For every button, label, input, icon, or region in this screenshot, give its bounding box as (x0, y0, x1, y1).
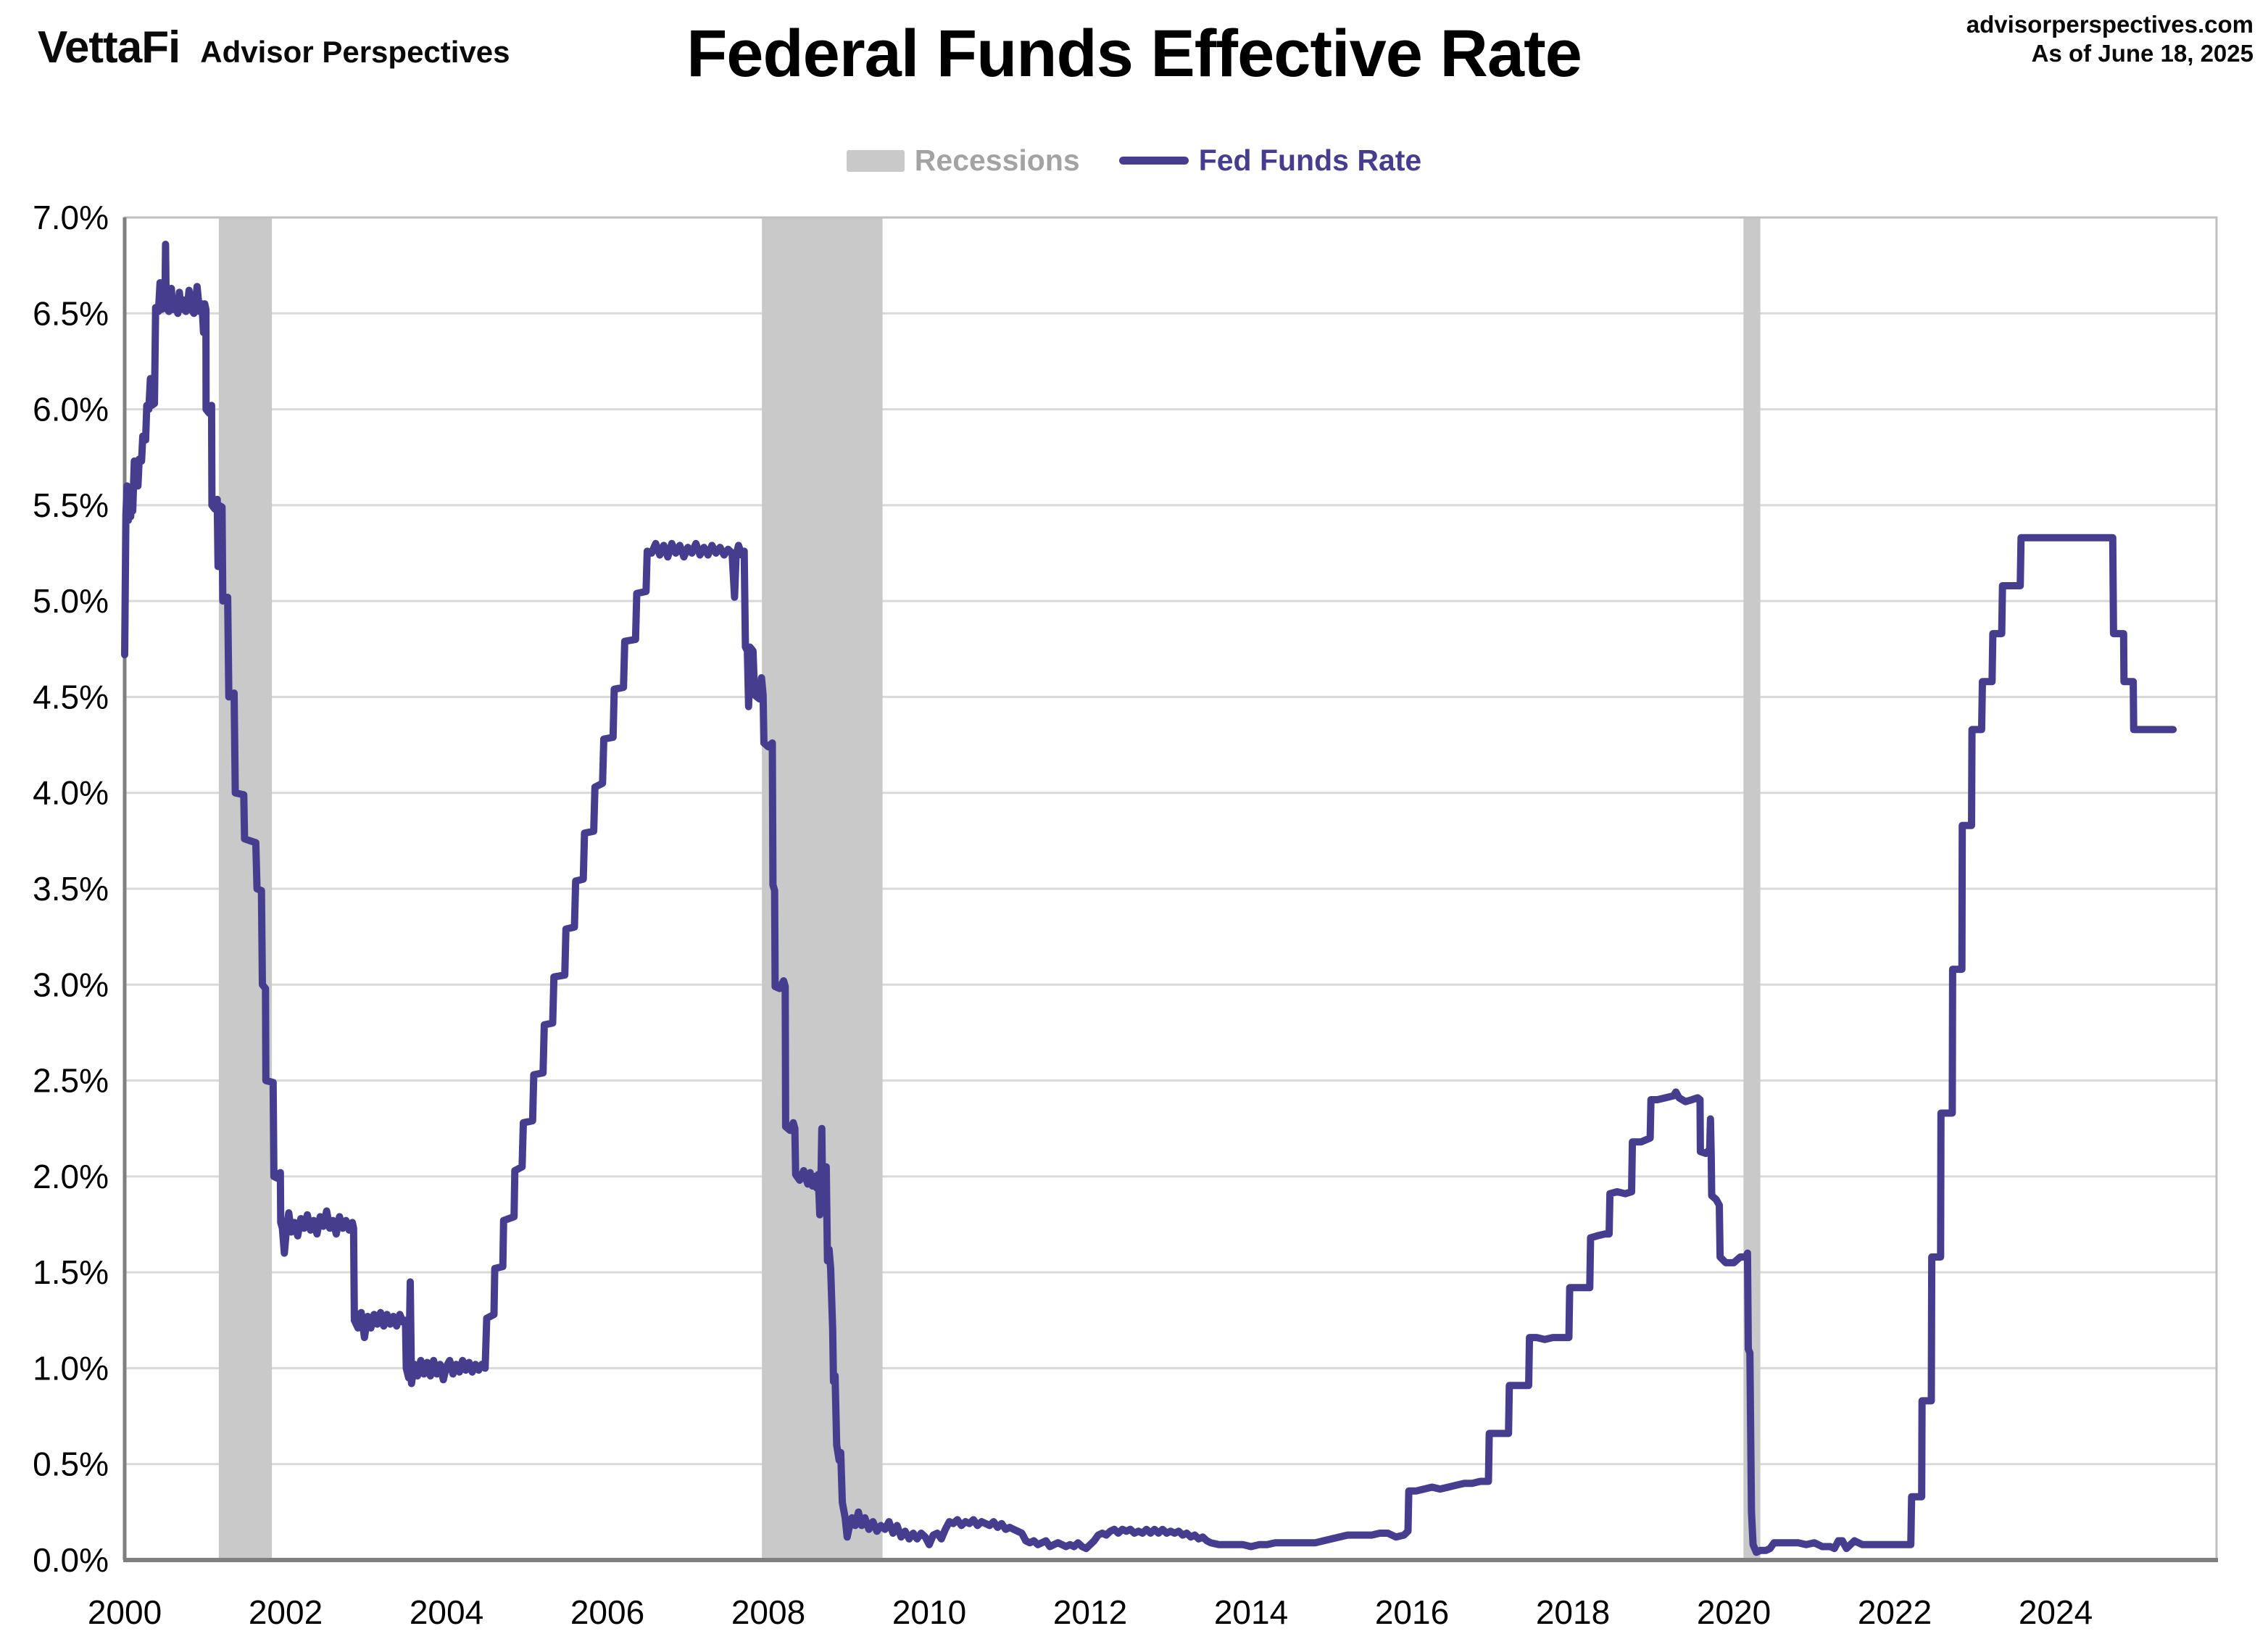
legend-label-fed-funds: Fed Funds Rate (1198, 144, 1422, 177)
x-axis-tick-label: 2012 (1053, 1593, 1127, 1631)
legend-item-fed-funds: Fed Funds Rate (1118, 144, 1422, 178)
as-of-date: As of June 18, 2025 (2031, 40, 2254, 67)
y-axis-tick-label: 3.0% (33, 966, 109, 1003)
y-axis-tick-label: 0.0% (33, 1541, 109, 1579)
chart-legend: Recessions Fed Funds Rate (0, 144, 2268, 178)
fed-funds-rate-line (121, 241, 2177, 1556)
y-axis-tick-label: 6.5% (33, 294, 109, 332)
y-axis-tick-label: 2.0% (33, 1158, 109, 1195)
x-axis-tick-label: 2016 (1375, 1593, 1449, 1631)
legend-item-recessions: Recessions (846, 144, 1080, 178)
x-axis-tick-label: 2014 (1214, 1593, 1288, 1631)
y-axis-tick-label: 5.0% (33, 582, 109, 620)
fed-funds-line-swatch (1118, 157, 1189, 165)
x-axis-tick-label: 2004 (410, 1593, 483, 1631)
vettafi-logo: VettaFi Advisor Perspectives (38, 22, 510, 73)
y-axis-tick-label: 2.5% (33, 1062, 109, 1100)
x-axis-tick-label: 2022 (1858, 1593, 1932, 1631)
x-axis-tick-label: 2024 (2019, 1593, 2093, 1631)
source-attribution: advisorperspectives.com As of June 18, 2… (1966, 10, 2254, 68)
x-axis-tick-label: 2020 (1697, 1593, 1771, 1631)
y-axis-tick-label: 1.0% (33, 1349, 109, 1387)
y-axis-tick-label: 4.5% (33, 678, 109, 715)
y-axis-tick-label: 3.5% (33, 870, 109, 908)
x-axis-tick-label: 2018 (1536, 1593, 1610, 1631)
page-title: Federal Funds Effective Rate (686, 17, 1582, 91)
x-axis-tick-label: 2002 (249, 1593, 323, 1631)
y-axis-tick-label: 0.5% (33, 1445, 109, 1483)
logo-advisor-perspectives-text: Advisor Perspectives (200, 35, 510, 69)
x-axis-tick-label: 2006 (570, 1593, 644, 1631)
y-axis-tick-label: 7.0% (33, 199, 109, 236)
x-axis-tick-label: 2000 (88, 1593, 162, 1631)
x-axis-tick-label: 2010 (892, 1593, 966, 1631)
legend-label-recessions: Recessions (914, 144, 1080, 177)
recession-band (762, 217, 883, 1560)
y-axis-tick-label: 6.0% (33, 391, 109, 428)
x-axis-tick-label: 2008 (731, 1593, 805, 1631)
y-axis-tick-label: 1.5% (33, 1253, 109, 1291)
recession-band (1743, 217, 1761, 1560)
logo-vettafi-text: VettaFi (38, 22, 180, 72)
source-url: advisorperspectives.com (1966, 11, 2254, 38)
y-axis-tick-label: 5.5% (33, 486, 109, 524)
recession-swatch (846, 149, 905, 172)
y-axis-tick-label: 4.0% (33, 774, 109, 812)
